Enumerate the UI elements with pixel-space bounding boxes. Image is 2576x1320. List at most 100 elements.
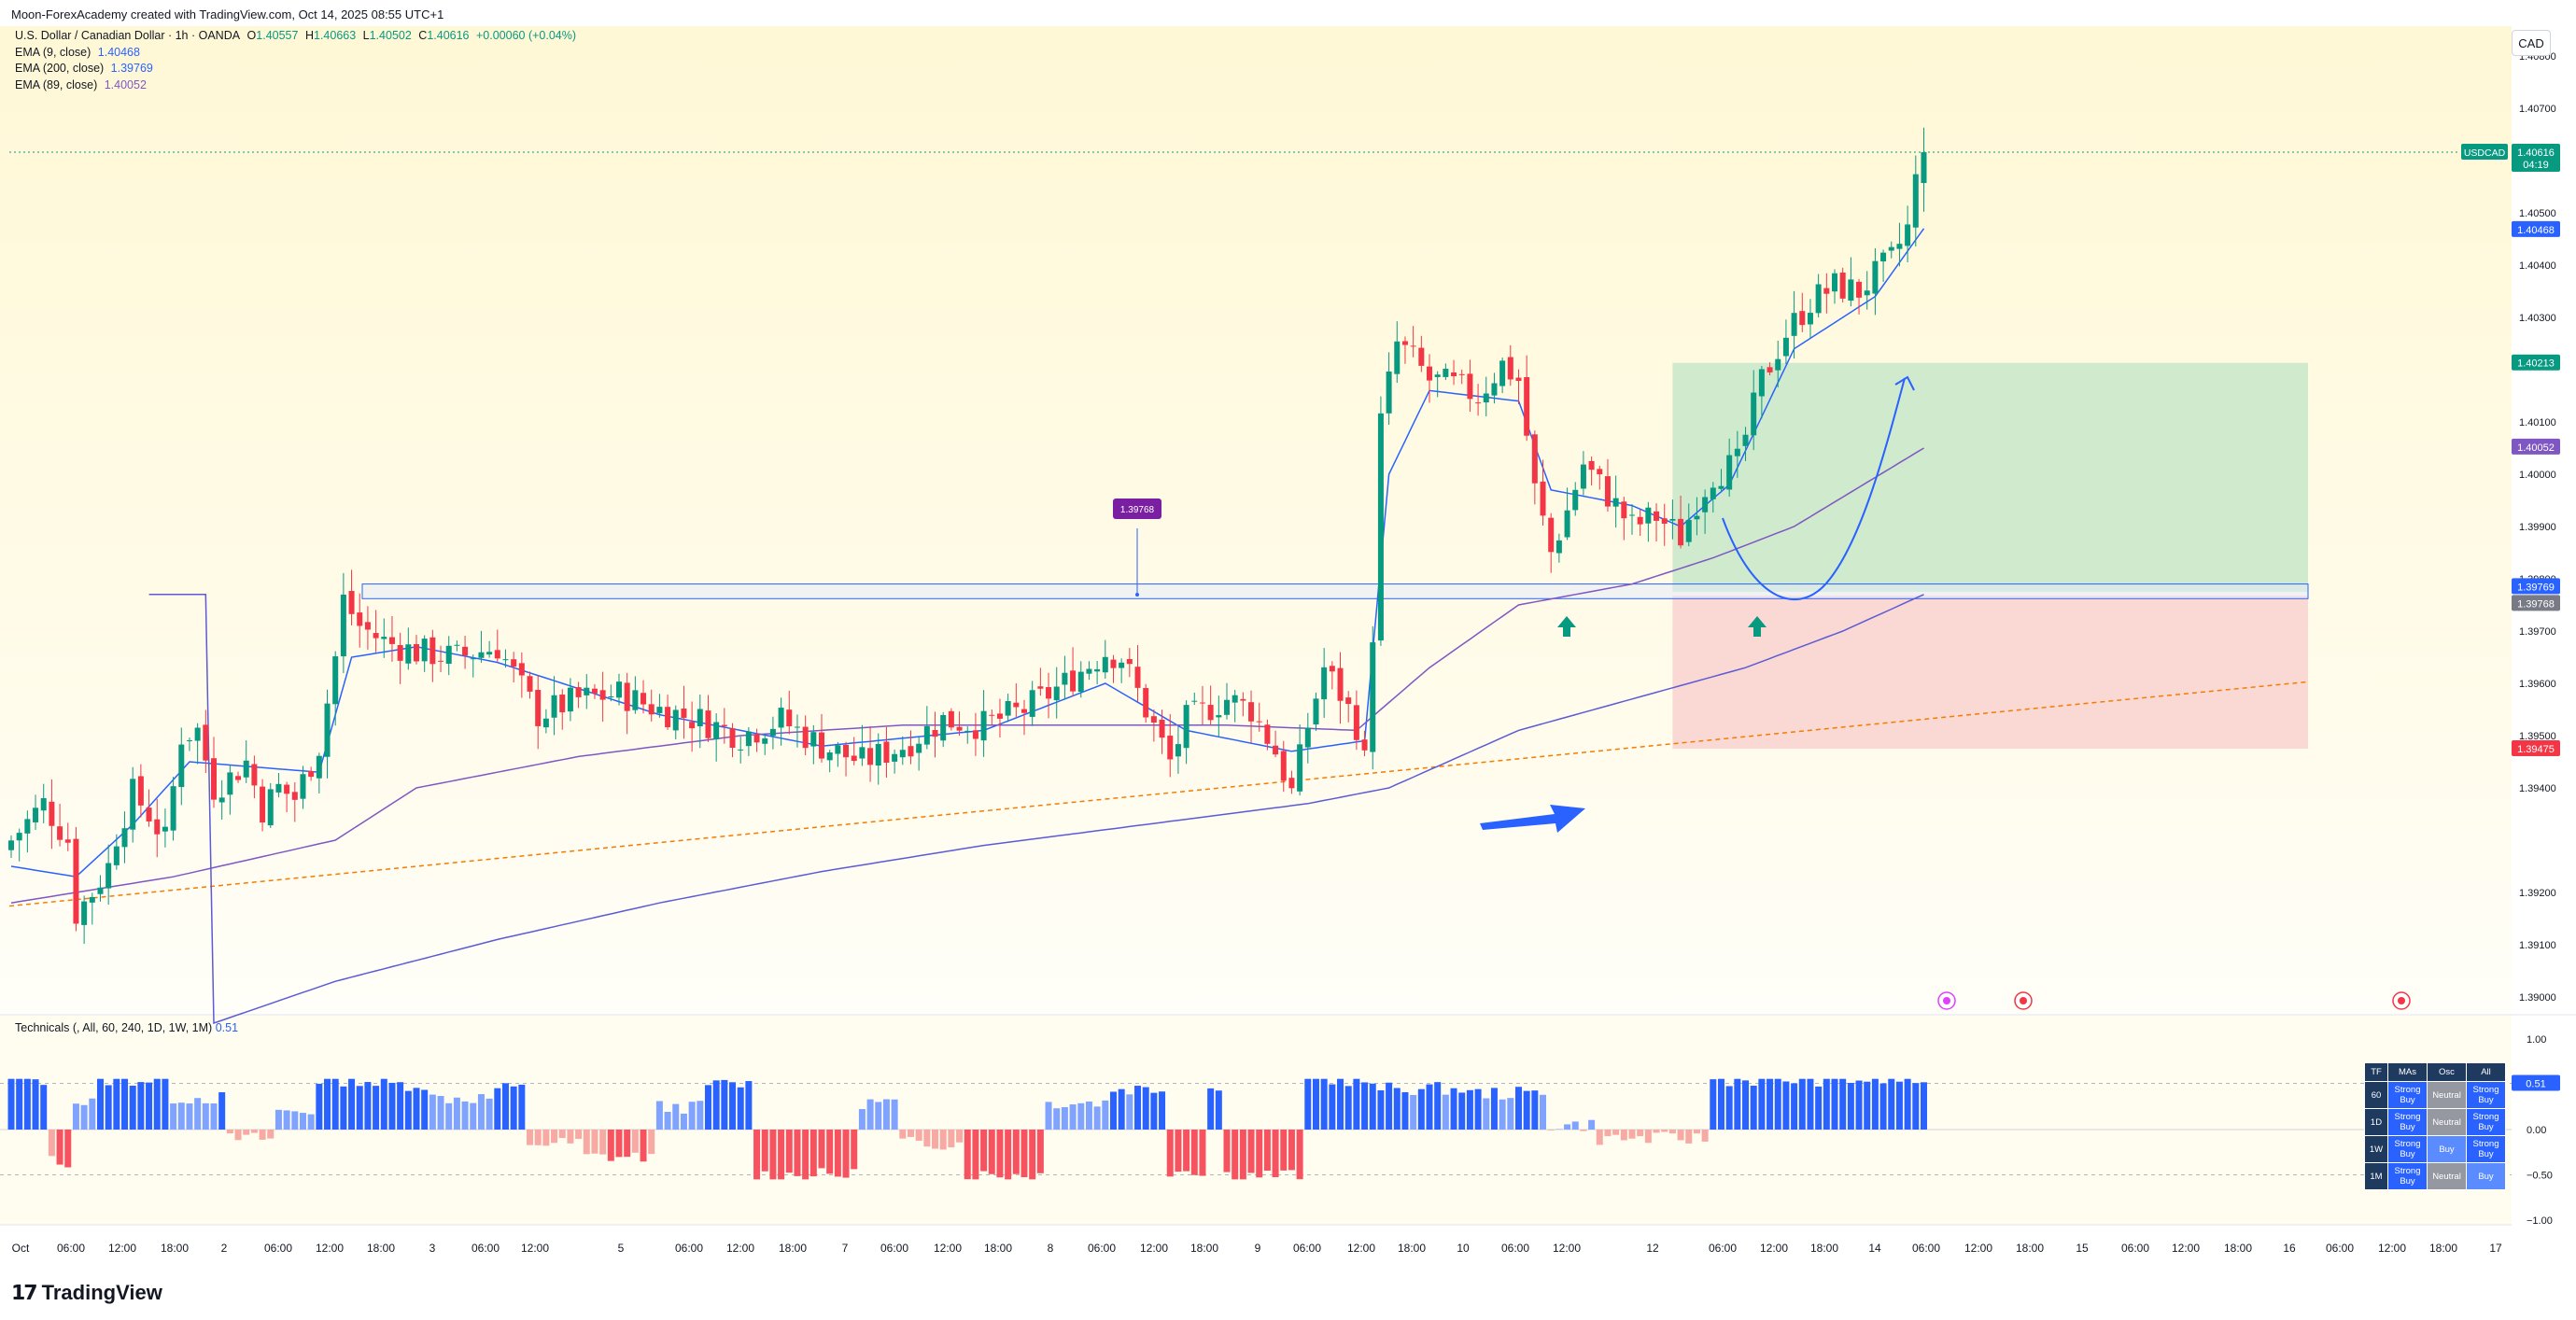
candle: [1799, 292, 1806, 332]
candle-body: [1329, 666, 1335, 672]
candle: [1654, 503, 1660, 542]
technicals-bar: [1758, 1078, 1766, 1130]
technicals-bar: [470, 1102, 477, 1130]
currency-button[interactable]: CAD: [2512, 30, 2551, 56]
technicals-bar: [1912, 1083, 1920, 1130]
x-tick-label: 06:00: [1293, 1242, 1321, 1255]
technicals-bar: [461, 1101, 469, 1130]
candle-body: [1458, 373, 1465, 375]
technicals-bar: [778, 1130, 785, 1180]
candle: [49, 779, 55, 850]
ema89-legend-row[interactable]: EMA (89, close) 1.40052: [15, 77, 580, 94]
y-tick-label: 1.39400: [2519, 783, 2556, 794]
tradingview-logo[interactable]: 𝟭𝟳 TradingView: [11, 1281, 162, 1305]
candle-body: [542, 718, 549, 728]
technicals-bar: [1012, 1130, 1020, 1174]
candle: [1767, 362, 1773, 376]
technicals-bar: [842, 1130, 850, 1178]
technicals-bar: [23, 1078, 31, 1130]
candle: [883, 726, 890, 779]
candle-body: [1353, 705, 1359, 740]
technicals-bar: [1637, 1130, 1644, 1137]
candle: [470, 654, 476, 678]
candle: [964, 725, 971, 744]
candle-body: [1694, 515, 1700, 520]
technicals-bar: [421, 1089, 429, 1130]
candle-body: [194, 727, 201, 741]
candle-body: [689, 722, 696, 729]
symbol-legend-row[interactable]: U.S. Dollar / Canadian Dollar · 1h · OAN…: [15, 28, 580, 45]
x-tick-label: 2: [221, 1242, 228, 1255]
candle: [1782, 319, 1789, 365]
candle: [364, 606, 371, 650]
technicals-value: 0.51: [215, 1021, 239, 1034]
candle-body: [1612, 498, 1619, 507]
candle: [1021, 699, 1027, 736]
candle-body: [1499, 360, 1506, 386]
candle-body: [57, 826, 63, 840]
technicals-bar: [1604, 1130, 1612, 1137]
candle: [40, 783, 47, 823]
candle-body: [97, 887, 104, 894]
candle: [1491, 372, 1498, 404]
candle: [1167, 713, 1174, 778]
technicals-bar: [704, 1085, 711, 1130]
technicals-bar: [1531, 1090, 1539, 1130]
technicals-bar: [615, 1130, 623, 1158]
candle: [1791, 290, 1797, 359]
candle-body: [106, 863, 112, 889]
technicals-bar: [170, 1103, 177, 1130]
candle-body: [1888, 246, 1894, 251]
candle: [826, 750, 833, 773]
candle-body: [388, 637, 395, 644]
candle: [113, 834, 120, 870]
candle: [1313, 692, 1319, 731]
candle: [218, 779, 225, 820]
candle-body: [778, 708, 784, 728]
technicals-bar: [510, 1086, 517, 1130]
candle: [1905, 205, 1911, 263]
candle: [1386, 352, 1392, 425]
technicals-bar: [1514, 1087, 1522, 1130]
candle-body: [364, 622, 371, 630]
candle: [414, 635, 419, 665]
candle: [445, 636, 452, 676]
candle-body: [1555, 540, 1562, 554]
technicals-bar: [996, 1130, 1004, 1178]
x-tick-label: 06:00: [472, 1242, 500, 1255]
technicals-bar: [1864, 1081, 1871, 1130]
technicals-bar: [1580, 1130, 1587, 1131]
candle: [892, 749, 898, 774]
ema9-legend-row[interactable]: EMA (9, close) 1.40468: [15, 45, 580, 62]
candle-body: [1815, 284, 1822, 314]
candle-body: [494, 650, 500, 659]
candle: [1070, 647, 1077, 696]
candle: [648, 689, 655, 722]
technicals-legend[interactable]: Technicals (, All, 60, 240, 1D, 1W, 1M) …: [15, 1021, 238, 1034]
technicals-bar: [1045, 1102, 1052, 1130]
candle-body: [1718, 485, 1724, 489]
technicals-bar: [129, 1086, 136, 1130]
candle-body: [1872, 260, 1879, 294]
candle: [1329, 661, 1335, 690]
technicals-bar: [1199, 1130, 1206, 1176]
candle-body: [1483, 393, 1489, 403]
candle: [705, 695, 711, 742]
technicals-bar: [1628, 1130, 1636, 1139]
technicals-bar: [1507, 1098, 1514, 1130]
technicals-bar: [1474, 1088, 1482, 1130]
ema200-legend-row[interactable]: EMA (200, close) 1.39769: [15, 61, 580, 77]
technicals-bar: [1717, 1078, 1724, 1130]
stop-price-label: 1.39475: [2517, 744, 2555, 755]
candle-body: [1119, 662, 1125, 668]
candle: [1102, 639, 1108, 680]
candle-body: [1443, 368, 1449, 377]
candle: [769, 716, 776, 750]
technicals-bar: [1588, 1119, 1596, 1130]
technicals-bar: [655, 1101, 663, 1130]
ohlc-open-label: O: [246, 29, 257, 42]
candle: [551, 676, 557, 736]
candle: [1337, 652, 1344, 724]
candle: [1321, 648, 1328, 718]
